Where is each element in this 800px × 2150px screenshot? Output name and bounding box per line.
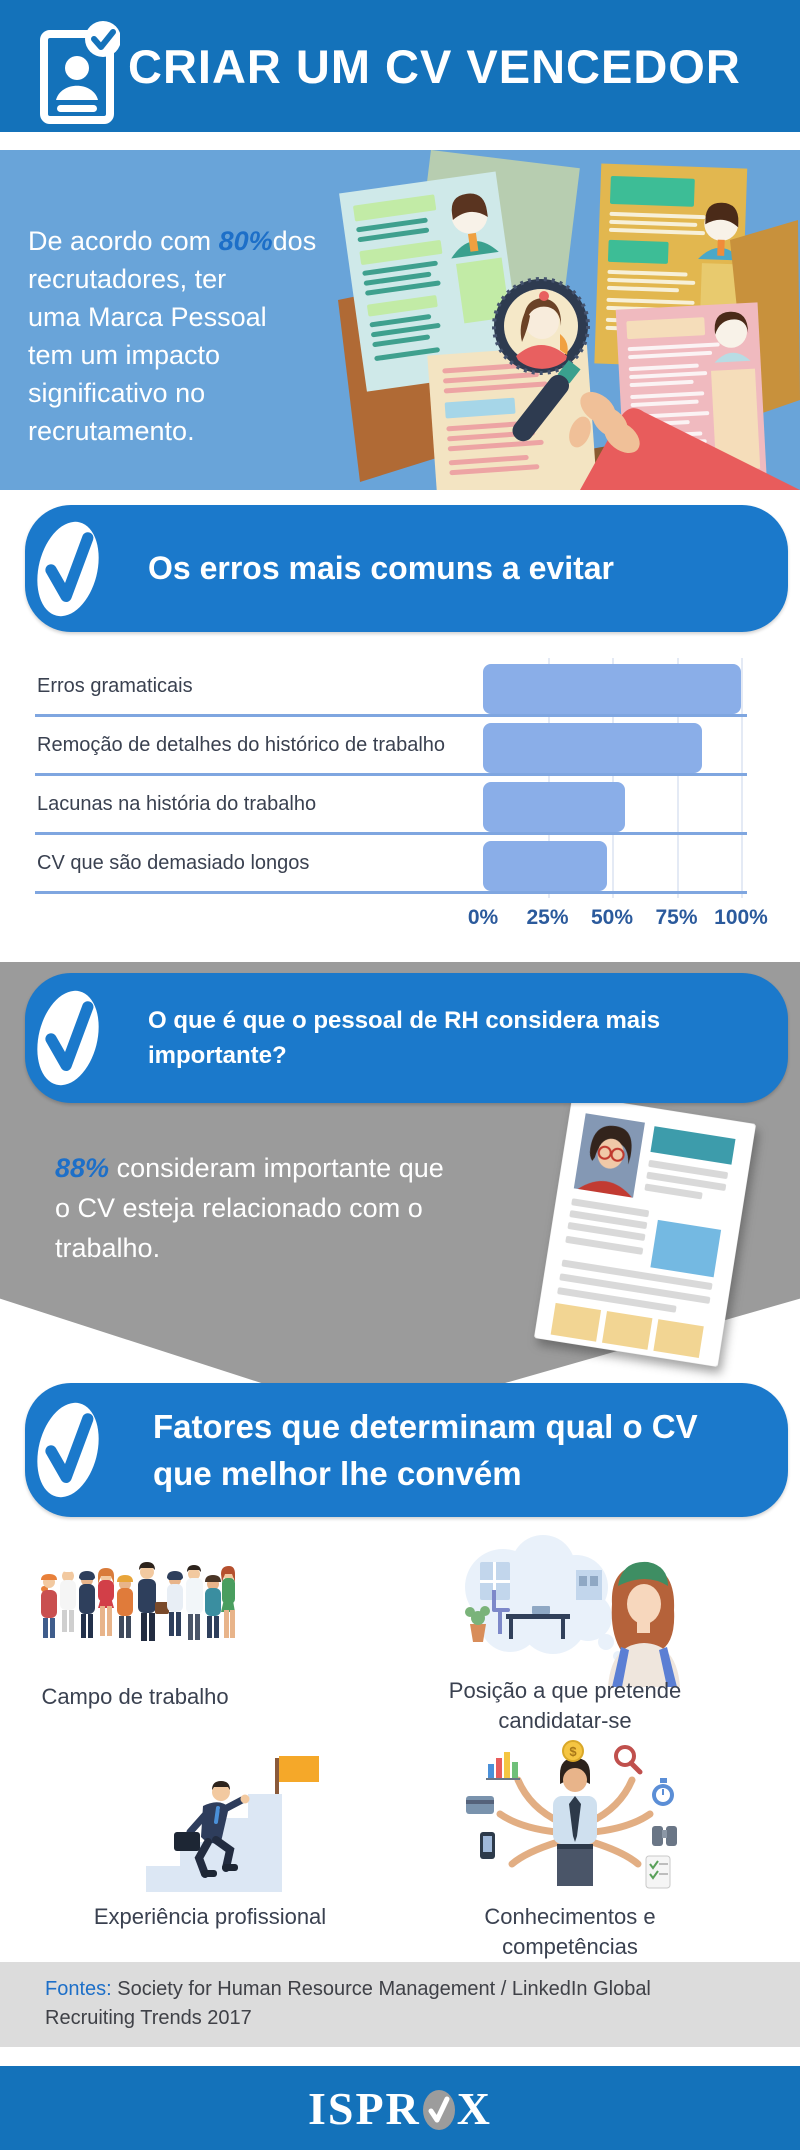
cv-card-illustration — [533, 1095, 757, 1367]
cv-paper-cyan — [339, 171, 524, 392]
cv-document-check-icon — [40, 21, 120, 124]
chart-gridline — [612, 658, 614, 898]
avatar-man-teal — [451, 193, 510, 324]
check-oval-icon — [422, 2090, 455, 2130]
errors-bar-chart: Erros gramaticais Remoção de detalhes do … — [35, 658, 768, 938]
magnifying-glass-icon — [492, 277, 590, 442]
chart-gridline — [547, 658, 550, 898]
sources-label: Fontes: — [45, 1978, 112, 2000]
rh-stat: 88% — [55, 1153, 110, 1183]
check-icon — [37, 521, 99, 616]
chart-bar — [483, 664, 741, 714]
chart-axis-tick: 100% — [714, 906, 768, 929]
logo-text-right: X — [456, 2082, 493, 2134]
job-position-illustration — [465, 1535, 680, 1687]
cv-stack-illustration — [338, 150, 800, 490]
chart-gridline — [676, 658, 679, 898]
chart-row: CV que são demasiado longos — [35, 835, 747, 894]
chart-category-label: Lacunas na história do trabalho — [37, 792, 317, 815]
chart-gridline — [741, 658, 743, 898]
logo-text-left: ISPR — [307, 2082, 421, 2134]
flag — [279, 1756, 319, 1782]
chart-bar — [483, 723, 703, 773]
career-stairs-illustration — [146, 1756, 319, 1892]
header: CRIAR UM CV VENCEDOR — [0, 0, 800, 132]
footer: ISPR X — [0, 2066, 800, 2150]
chart-bar — [483, 841, 607, 891]
chart-category-label: Erros gramaticais — [37, 674, 193, 697]
chart-axis-tick: 50% — [590, 906, 634, 929]
rh-text: 88% consideram importante que o CV estej… — [55, 1148, 455, 1268]
rh-text-body: consideram importante que o CV esteja re… — [55, 1153, 444, 1263]
intro-stat: 80% — [218, 226, 273, 256]
factors-banner: Fatores que determinam qual o CV que mel… — [25, 1383, 788, 1517]
check-badge-icon — [85, 21, 120, 57]
avatar-woman — [714, 311, 751, 363]
intro-suffix: dos recrutadores, ter uma Marca Pessoal … — [28, 226, 317, 446]
intro-section: De acordo com 80%dos recrutadores, ter u… — [0, 150, 800, 490]
hand — [569, 391, 800, 490]
factor-label-posicao: Posição a que pretende candidatar-se — [448, 1678, 682, 1733]
chart-axis-tick: 75% — [655, 906, 698, 929]
chart-bar — [483, 782, 625, 832]
rh-banner: O que é que o pessoal de RH considera ma… — [25, 973, 788, 1103]
factor-label-experiencia: Experiência profissional — [93, 1904, 327, 1929]
chart-row: Remoção de detalhes do histórico de trab… — [35, 717, 747, 776]
chart-axis-tick: 25% — [526, 906, 569, 929]
factor-label-conhecimentos: Conhecimentos e competências — [484, 1904, 656, 1959]
candidate-woman — [608, 1561, 680, 1687]
rh-banner-title: O que é que o pessoal de RH considera ma… — [148, 1007, 661, 1069]
svg-text:$: $ — [569, 1744, 577, 1759]
bar-chart-rows: Erros gramaticais Remoção de detalhes do … — [35, 658, 747, 894]
arms — [496, 1776, 654, 1868]
errors-banner: Os erros mais comuns a evitar — [25, 505, 788, 632]
check-icon — [37, 1402, 99, 1498]
task-icons: $ — [466, 1740, 677, 1889]
chart-category-label: Remoção de detalhes do histórico de trab… — [37, 733, 446, 756]
chart-category-label: CV que são demasiado longos — [37, 851, 310, 874]
workers-crowd-illustration — [41, 1560, 235, 1641]
man — [553, 1758, 597, 1886]
chart-axis-tick: 0% — [467, 906, 499, 929]
intro-prefix: De acordo com — [28, 226, 212, 256]
sources-text: Fontes: Society for Human Resource Manag… — [45, 1975, 755, 2033]
magnified-woman-avatar — [516, 291, 568, 369]
factors-banner-title: Fatores que determinam qual o CV que mel… — [153, 1408, 698, 1492]
cv-photo — [573, 1113, 645, 1198]
isprox-logo: ISPR X — [308, 2082, 492, 2135]
intro-text: De acordo com 80%dos recrutadores, ter u… — [28, 222, 358, 450]
sources-band: Fontes: Society for Human Resource Manag… — [0, 1962, 800, 2047]
chart-row: Lacunas na história do trabalho — [35, 776, 747, 835]
multitasking-illustration: $ — [466, 1740, 677, 1889]
check-icon — [37, 990, 99, 1086]
sources-body: Society for Human Resource Management / … — [45, 1978, 651, 2029]
climbing-businessman — [174, 1781, 250, 1878]
chart-row: Erros gramaticais — [35, 658, 747, 717]
errors-banner-title: Os erros mais comuns a evitar — [148, 550, 614, 586]
page-title: CRIAR UM CV VENCEDOR — [128, 39, 741, 93]
thought-cloud — [465, 1535, 623, 1661]
factor-label-campo: Campo de trabalho — [41, 1684, 229, 1709]
